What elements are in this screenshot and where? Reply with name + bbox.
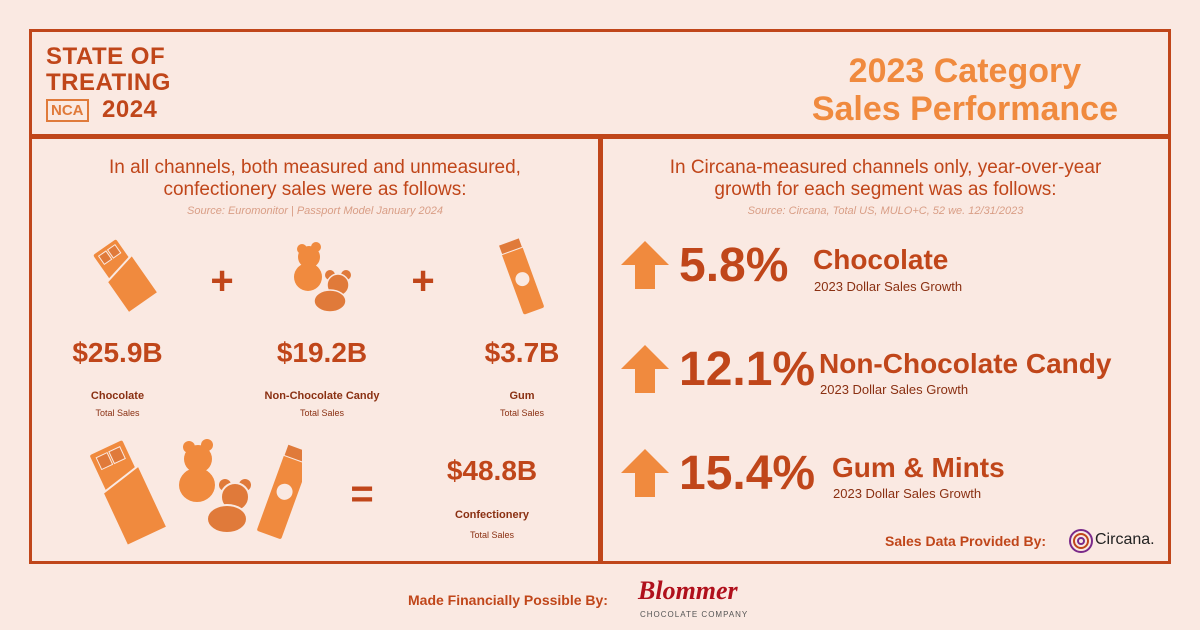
equals-sign: = bbox=[350, 472, 374, 516]
chocolate-segment: Chocolate bbox=[813, 244, 949, 275]
title-line1: 2023 Category bbox=[848, 52, 1082, 90]
gum-label: Gum bbox=[509, 390, 535, 402]
plus-sign-2: + bbox=[411, 259, 435, 303]
gum-amount: $3.7B bbox=[484, 337, 560, 368]
combined-confectionery-icon bbox=[90, 439, 302, 548]
right-source: Source: Circana, Total US, MULO+C, 52 we… bbox=[747, 205, 1024, 217]
blommer-logo: Blommer bbox=[638, 576, 738, 605]
logo-text-line1: STATE OF bbox=[46, 43, 166, 70]
chocolate-bar-icon bbox=[93, 239, 160, 315]
right-intro-line1: In Circana-measured channels only, year-… bbox=[669, 157, 1102, 178]
confectionery-amount: $48.8B bbox=[446, 455, 538, 486]
nca-badge: NCA bbox=[46, 99, 89, 122]
logo-year: 2024 bbox=[102, 96, 158, 123]
left-intro-line1: In all channels, both measured and unmea… bbox=[109, 157, 521, 178]
right-intro: In Circana-measured channels only, year-… bbox=[603, 157, 1168, 201]
total-sales-panel: In all channels, both measured and unmea… bbox=[29, 136, 601, 564]
non-chocolate-segment: Non-Chocolate Candy bbox=[819, 348, 1112, 379]
confectionery-label: Confectionery bbox=[455, 509, 529, 521]
header-panel: STATE OF TREATING NCA 2024 2023 Category… bbox=[29, 29, 1171, 137]
non-chocolate-growth-pct: 12.1% bbox=[679, 343, 816, 396]
gummy-bears-icon bbox=[294, 242, 351, 313]
gum-sub: Total Sales bbox=[499, 408, 545, 418]
plus-sign-1: + bbox=[210, 259, 234, 303]
gum-stick-icon bbox=[497, 237, 544, 315]
made-possible-label: Made Financially Possible By: bbox=[408, 592, 608, 608]
chocolate-label: Chocolate bbox=[90, 390, 145, 402]
left-source: Source: Euromonitor | Passport Model Jan… bbox=[187, 205, 443, 217]
left-intro: In all channels, both measured and unmea… bbox=[32, 157, 598, 201]
up-arrow-icon bbox=[621, 241, 669, 289]
circana-logo-text: Circana. bbox=[1095, 531, 1155, 548]
chocolate-growth-label: 2023 Dollar Sales Growth bbox=[814, 279, 963, 294]
confectionery-sub: Total Sales bbox=[469, 530, 515, 540]
up-arrow-icon bbox=[621, 449, 669, 497]
growth-panel: In Circana-measured channels only, year-… bbox=[600, 136, 1171, 564]
chocolate-amount: $25.9B bbox=[72, 337, 163, 368]
left-intro-line2: confectionery sales were as follows: bbox=[163, 179, 467, 200]
non-chocolate-label: Non-Chocolate Candy bbox=[264, 390, 380, 402]
blommer-logo-sub: CHOCOLATE COMPANY bbox=[640, 610, 749, 619]
gum-mints-segment: Gum & Mints bbox=[832, 452, 1005, 483]
logo-text-line2: TREATING bbox=[46, 69, 171, 96]
circana-logo-icon bbox=[1069, 529, 1093, 553]
up-arrow-icon bbox=[621, 345, 669, 393]
non-chocolate-amount: $19.2B bbox=[276, 337, 368, 368]
page-title: 2023 Category Sales Performance bbox=[812, 52, 1118, 128]
title-line2: Sales Performance bbox=[811, 90, 1118, 128]
gum-mints-growth-label: 2023 Dollar Sales Growth bbox=[833, 486, 982, 501]
data-provider-label: Sales Data Provided By: bbox=[885, 533, 1047, 549]
non-chocolate-sub: Total Sales bbox=[299, 408, 345, 418]
chocolate-growth-pct: 5.8% bbox=[679, 239, 789, 292]
chocolate-sub: Total Sales bbox=[95, 408, 140, 418]
right-intro-line2: growth for each segment was as follows: bbox=[714, 179, 1057, 200]
gum-mints-growth-pct: 15.4% bbox=[679, 447, 816, 500]
non-chocolate-growth-label: 2023 Dollar Sales Growth bbox=[820, 382, 969, 397]
